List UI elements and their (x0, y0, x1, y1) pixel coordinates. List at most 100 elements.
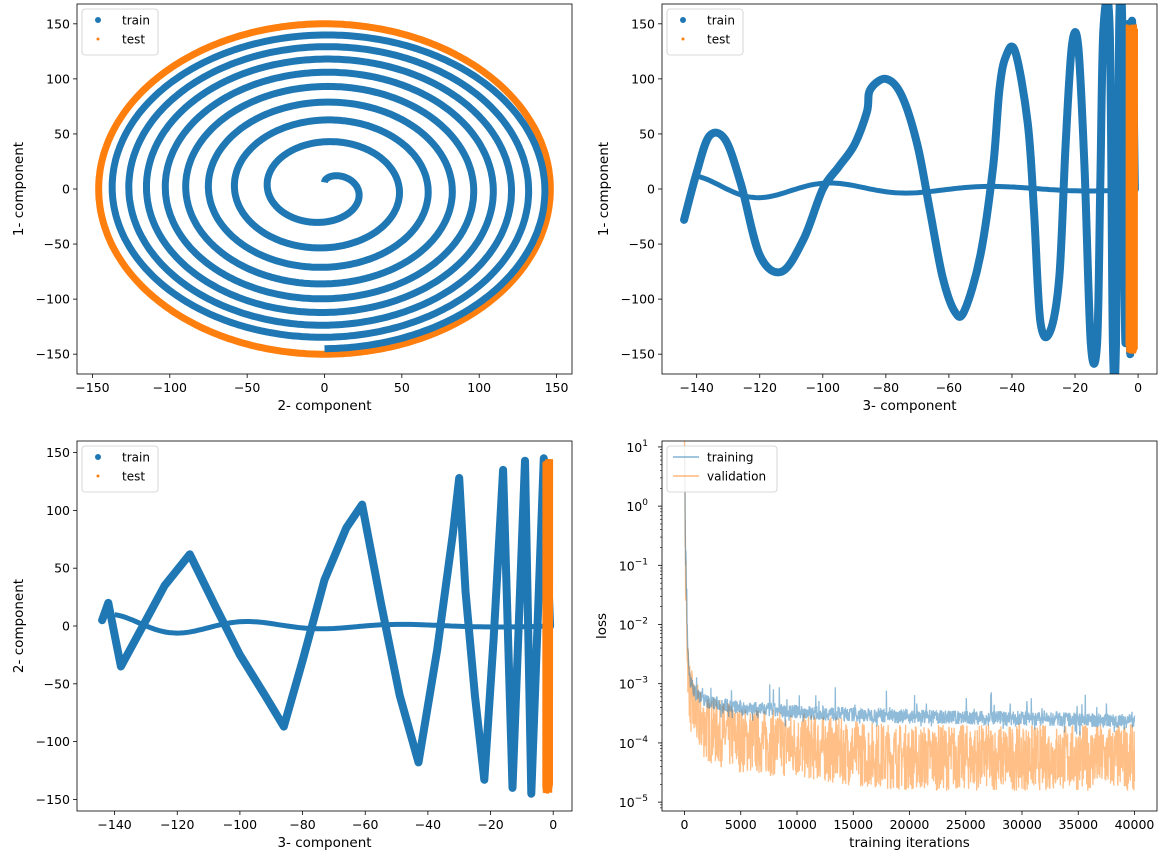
series-train-center (114, 612, 554, 636)
x-tick-label: −40 (999, 380, 1025, 395)
x-tick-label: 0 (549, 817, 557, 832)
series-test (1125, 24, 1138, 354)
x-tick-label: −20 (1062, 380, 1088, 395)
y-tick-label: 100 (631, 71, 655, 86)
y-tick-label: −100 (36, 292, 70, 307)
x-axis-label: 3- component (862, 398, 956, 414)
y-tick-label: 10−4 (619, 735, 648, 751)
x-tick-label: −100 (806, 380, 840, 395)
y-tick-label: −150 (36, 792, 70, 807)
axes-frame (661, 440, 1158, 812)
y-tick-label: −150 (36, 347, 70, 362)
axes-3: 0 5000 10000 15000 20000 25000 30000 35000 40000… (594, 439, 1154, 851)
series-train (680, 4, 1139, 374)
x-tick-label: −140 (680, 380, 714, 395)
legend-entry: train (707, 14, 735, 28)
plot-area (680, 4, 1139, 374)
legend: train test (81, 445, 159, 493)
x-tick-label: −100 (223, 817, 257, 832)
plot-area (98, 454, 555, 798)
x-tick-label: −150 (75, 380, 109, 395)
x-tick-label: −120 (160, 817, 194, 832)
y-tick-label: −50 (629, 237, 655, 252)
series-test (95, 20, 554, 358)
axes-2: −140 −120 −100 −80 −60 −40 −20 0 −150 −100 −50 0 50 1… (11, 445, 557, 851)
x-tick-label: −80 (873, 380, 899, 395)
x-tick-label: −20 (477, 817, 503, 832)
legend-marker (681, 37, 685, 41)
axes-1: −140 −120 −100 −80 −60 −40 −20 0 −150 −100 −50 0 50 1… (596, 16, 1142, 414)
y-tick-exponent: −2 (635, 617, 648, 627)
series-training (683, 451, 1136, 736)
x-tick-label: 0 (321, 380, 329, 395)
plot-area (95, 20, 554, 358)
legend-box (666, 8, 744, 56)
legend: train test (666, 8, 744, 56)
y-axis-label: 1- component (596, 142, 612, 236)
y-tick-label: −100 (36, 734, 70, 749)
legend-box (81, 445, 159, 493)
y-axis-label: 1- component (11, 142, 27, 236)
x-tick-label: −60 (352, 817, 378, 832)
x-tick-label: −50 (234, 380, 260, 395)
x-tick-label: 5000 (725, 817, 757, 832)
y-tick-label: −50 (44, 237, 70, 252)
y-tick-exponent: 0 (642, 498, 648, 508)
legend-entry: test (122, 33, 145, 47)
x-tick-label: −140 (97, 817, 131, 832)
y-tick-label: 100 (46, 503, 70, 518)
x-tick-label: −120 (743, 380, 777, 395)
y-tick-label: 150 (46, 16, 70, 31)
axes-frame (76, 3, 573, 375)
y-tick-label: 100 (626, 498, 648, 514)
legend: training validation (666, 445, 778, 493)
y-axis-label: loss (594, 613, 610, 639)
legend-marker (96, 474, 100, 478)
y-tick-label: 50 (54, 126, 70, 141)
x-tick-label: −40 (415, 817, 441, 832)
legend: train test (81, 8, 159, 56)
series-test (542, 458, 554, 794)
x-tick-label: −100 (153, 380, 187, 395)
y-axis-label: 2- component (11, 579, 27, 673)
legend-entry: train (122, 14, 150, 28)
x-axis-label: 3- component (277, 835, 371, 851)
y-tick-label: 10−1 (619, 557, 648, 573)
x-axis-label: 2- component (277, 398, 371, 414)
legend-box (81, 8, 159, 56)
y-tick-exponent: 1 (642, 439, 648, 449)
x-tick-label: −60 (936, 380, 962, 395)
y-tick-label: 50 (54, 561, 70, 576)
x-tick-label: 100 (467, 380, 491, 395)
legend-entry: test (707, 33, 730, 47)
y-tick-exponent: −4 (635, 735, 649, 745)
y-tick-label: 10−5 (619, 794, 648, 810)
y-tick-label: −100 (621, 292, 655, 307)
x-tick-label: 40000 (1115, 817, 1155, 832)
y-tick-label: 10−2 (619, 617, 648, 633)
y-tick-label: 150 (46, 445, 70, 460)
legend-entry: training (707, 451, 754, 465)
y-tick-label: 100 (46, 71, 70, 86)
x-tick-label: 20000 (890, 817, 930, 832)
legend-marker (680, 17, 686, 23)
x-tick-label: 150 (545, 380, 569, 395)
y-tick-label: −150 (621, 347, 655, 362)
series-train (108, 31, 549, 353)
y-tick-exponent: −1 (635, 557, 648, 567)
y-tick-exponent: −3 (635, 676, 648, 686)
axes-frame (76, 440, 573, 812)
legend-entry: test (122, 470, 145, 484)
series-train (98, 454, 555, 798)
legend-entry: validation (707, 470, 766, 484)
x-tick-label: 10000 (777, 817, 817, 832)
series-train-center (696, 173, 1139, 201)
x-tick-label: −80 (289, 817, 315, 832)
x-tick-label: 35000 (1058, 817, 1098, 832)
legend-marker (95, 17, 101, 23)
y-tick-label: −50 (44, 676, 70, 691)
y-tick-label: 0 (62, 182, 70, 197)
y-tick-label: 10−3 (619, 676, 648, 692)
legend-marker (95, 454, 101, 460)
